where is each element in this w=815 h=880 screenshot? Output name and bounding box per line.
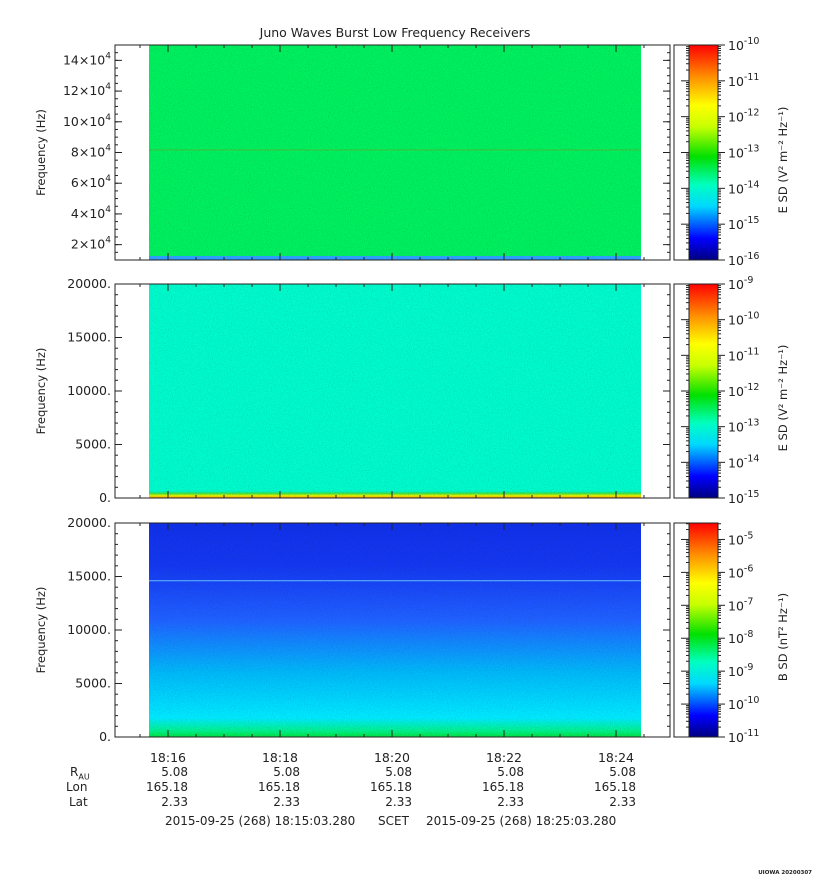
- x-tick-label: 18:18: [262, 750, 298, 765]
- ephemeris-value: 5.08: [385, 765, 412, 779]
- y-tick-label: 0.: [99, 490, 111, 505]
- y-tick-label: 10×104: [63, 113, 111, 129]
- y-tick-label: 5000.: [75, 676, 111, 691]
- colorbar-tick-label: 10-11: [728, 72, 759, 89]
- ephemeris-value: 165.18: [258, 780, 300, 794]
- start-time: 2015-09-25 (268) 18:15:03.280: [165, 814, 356, 828]
- noise-texture: [149, 45, 641, 260]
- y-tick-label: 2×104: [71, 236, 111, 252]
- ephemeris-value: 2.33: [161, 795, 188, 809]
- stamp: UIOWA 20200307: [758, 870, 812, 876]
- colorbar-tick-label: 10-15: [728, 215, 759, 232]
- ephemeris-value: 165.18: [594, 780, 636, 794]
- r-label: RAU: [70, 765, 90, 782]
- colorbar-tick-label: 10-7: [728, 596, 753, 613]
- spectrogram-panel-2: 0. 5000. 10000. 15000. 20000. Frequency (Hz) 1…: [34, 275, 790, 506]
- ephemeris-value: 2.33: [273, 795, 300, 809]
- colorbar-tick-label: 10-12: [728, 108, 759, 125]
- y-tick-label: 12×104: [63, 82, 111, 98]
- y-axis: 0. 5000. 10000. 15000. 20000.: [67, 515, 670, 744]
- ephemeris-value: 5.08: [497, 765, 524, 779]
- x-tick-label: 18:16: [150, 750, 186, 765]
- ephemeris-value: 5.08: [273, 765, 300, 779]
- colorbar-tick-label: 10-10: [728, 36, 759, 53]
- colorbar: 10-15 10-14 10-13 10-12 10-11 10-10 10-9: [673, 275, 759, 506]
- y-tick-label: 20000.: [67, 515, 111, 530]
- lon-label: Lon: [66, 780, 88, 794]
- scet-label: SCET: [378, 814, 409, 828]
- colorbar-tick-label: 10-14: [728, 179, 759, 196]
- ephemeris-value: 165.18: [146, 780, 188, 794]
- colorbar-tick-label: 10-8: [728, 629, 753, 646]
- y-tick-label: 15000.: [67, 330, 111, 345]
- ephemeris-value: 2.33: [497, 795, 524, 809]
- ephemeris-value: 2.33: [609, 795, 636, 809]
- colorbar-tick-label: 10-12: [728, 382, 759, 399]
- colorbar-tick-label: 10-6: [728, 563, 753, 580]
- ephemeris-value: 165.18: [482, 780, 524, 794]
- colorbar-label: E SD (V² m⁻² Hz⁻¹): [776, 107, 790, 214]
- y-tick-label: 10000.: [67, 383, 111, 398]
- ephemeris-value: 5.08: [161, 765, 188, 779]
- colorbar-tick-label: 10-16: [728, 251, 759, 268]
- noise-texture: [149, 523, 641, 737]
- ephemeris-value: 165.18: [370, 780, 412, 794]
- colorbar-tick-label: 10-11: [728, 346, 759, 363]
- colorbar-tick-label: 10-10: [728, 695, 759, 712]
- y-axis-label: Frequency (Hz): [34, 109, 48, 196]
- ephemeris-value: 2.33: [385, 795, 412, 809]
- y-tick-label: 14×104: [63, 51, 111, 67]
- colorbar-tick-label: 10-11: [728, 728, 759, 745]
- y-axis-label: Frequency (Hz): [34, 587, 48, 674]
- colorbar-tick-label: 10-9: [728, 275, 753, 292]
- chart-title: Juno Waves Burst Low Frequency Receivers: [259, 25, 531, 40]
- y-tick-label: 15000.: [67, 569, 111, 584]
- colorbar-tick-label: 10-13: [728, 144, 759, 161]
- y-tick-label: 10000.: [67, 622, 111, 637]
- y-tick-label: 4×104: [71, 205, 111, 221]
- y-tick-label: 20000.: [67, 276, 111, 291]
- y-axis-label: Frequency (Hz): [34, 348, 48, 435]
- y-tick-label: 6×104: [71, 174, 111, 190]
- y-axis: 2×104 4×104 6×104 8×104 10×104 12×104 14×104: [63, 44, 670, 261]
- spectrogram-panel-1: 2×104 4×104 6×104 8×104 10×104 12×104 14×104 Fr…: [34, 36, 790, 268]
- y-tick-label: 8×104: [71, 144, 111, 160]
- colorbar-tick-label: 10-14: [728, 453, 759, 470]
- y-tick-label: 0.: [99, 729, 111, 744]
- end-time: 2015-09-25 (268) 18:25:03.280: [426, 814, 617, 828]
- lat-label: Lat: [69, 795, 88, 809]
- colorbar-tick-label: 10-9: [728, 662, 753, 679]
- ephemeris-value: 5.08: [609, 765, 636, 779]
- y-axis: 0. 5000. 10000. 15000. 20000.: [67, 276, 670, 505]
- x-tick-label: 18:24: [598, 750, 634, 765]
- colorbar-tick-label: 10-13: [728, 418, 759, 435]
- colorbar: 10-16 10-15 10-14 10-13 10-12 10-11 10-10: [673, 36, 759, 268]
- colorbar: 10-11 10-10 10-9 10-8 10-7 10-6 10-5: [673, 522, 759, 745]
- colorbar-tick-label: 10-15: [728, 489, 759, 506]
- y-tick-label: 5000.: [75, 437, 111, 452]
- colorbar-label: B SD (nT² Hz⁻¹): [776, 593, 790, 681]
- x-tick-label: 18:22: [486, 750, 522, 765]
- spectrogram-panel-3: 0. 5000. 10000. 15000. 20000. Frequency (Hz) 1…: [34, 515, 790, 745]
- noise-texture: [149, 284, 641, 498]
- colorbar-tick-label: 10-10: [728, 311, 759, 328]
- colorbar-tick-label: 10-5: [728, 530, 753, 547]
- colorbar-label: E SD (V² m⁻² Hz⁻¹): [776, 345, 790, 452]
- x-tick-label: 18:20: [374, 750, 410, 765]
